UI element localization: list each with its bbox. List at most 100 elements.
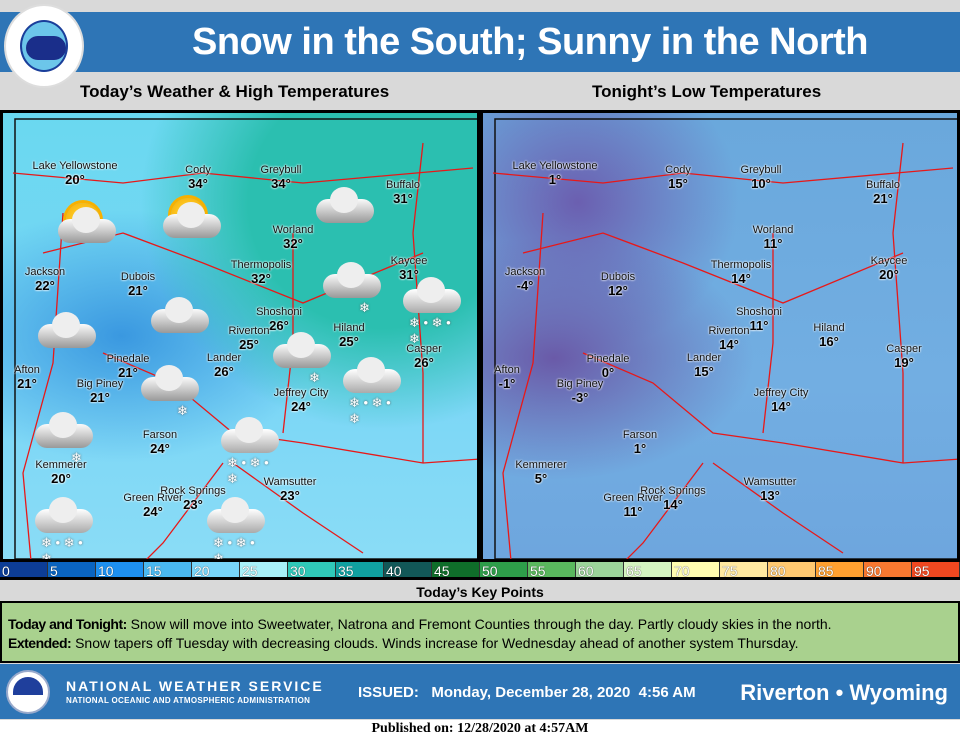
- road: [712, 462, 844, 554]
- city-temperature: Worland 32°: [273, 224, 314, 250]
- city-name: Cody: [665, 164, 691, 176]
- city-name: Worland: [752, 224, 794, 236]
- city-name: Kaycee: [870, 255, 908, 267]
- city-name: Jackson: [24, 266, 66, 278]
- temperature-value: 26°: [414, 355, 434, 370]
- temperature-value: 5°: [534, 471, 548, 486]
- city-name: Dubois: [120, 271, 156, 283]
- temperature-color-legend: 0 5 10 15 20 25 30 35 40 45 50 55 60 65 70 75 80 85 90 95: [0, 562, 960, 580]
- city-temperature: Farson 24°: [143, 429, 177, 455]
- city-temperature: Cody 15°: [665, 164, 691, 190]
- city-name: Kaycee: [390, 255, 428, 267]
- city-temperature: Jeffrey City 24°: [274, 387, 329, 413]
- right-map-title: Tonight’s Low Temperatures: [592, 82, 822, 101]
- city-name: Wamsutter: [743, 476, 797, 488]
- city-temperature: Riverton 14°: [709, 325, 750, 351]
- city-name: Riverton: [228, 325, 270, 337]
- nws-logo: [4, 4, 84, 88]
- legend-swatch: 90: [864, 562, 912, 579]
- temperature-value: 21°: [873, 191, 893, 206]
- city-temperature: Wamsutter 13°: [744, 476, 797, 502]
- snow-icon: ❄ • ❄ • ❄: [343, 353, 403, 426]
- legend-swatch: 65: [624, 562, 672, 579]
- noaa-logo: [6, 670, 50, 714]
- temperature-value: 21°: [128, 283, 148, 298]
- legend-swatch: 60: [576, 562, 624, 579]
- temperature-value: 14°: [719, 337, 739, 352]
- temperature-value: 26°: [269, 318, 289, 333]
- city-temperature: Kemmerer 5°: [515, 459, 566, 485]
- city-name: Rock Springs: [160, 485, 226, 497]
- state-border: [14, 118, 477, 559]
- temperature-value: 21°: [90, 390, 110, 405]
- legend-swatch: 50: [480, 562, 528, 579]
- light-snow-icon: ❄: [323, 258, 383, 315]
- snow-icon: ❄ • ❄ • ❄: [403, 273, 463, 346]
- city-temperature: Dubois 12°: [601, 271, 635, 297]
- city-name: Green River: [123, 492, 183, 504]
- legend-swatch: 55: [528, 562, 576, 579]
- temperature-value: -3°: [571, 390, 589, 405]
- city-temperature: Casper 19°: [886, 343, 921, 369]
- city-temperature: Lake Yellowstone 20°: [32, 160, 117, 186]
- city-name: Pinedale: [586, 353, 630, 365]
- temperature-value: 23°: [280, 488, 300, 503]
- city-temperature: Lander 26°: [207, 352, 241, 378]
- temperature-value: 0°: [601, 365, 615, 380]
- legend-swatch: 85: [816, 562, 864, 579]
- city-name: Rock Springs: [640, 485, 706, 497]
- city-name: Greybull: [260, 164, 302, 176]
- road: [232, 462, 364, 554]
- city-name: Shoshoni: [736, 306, 782, 318]
- city-temperature: Dubois 21°: [121, 271, 155, 297]
- road-network: [492, 118, 957, 559]
- legend-swatch: 45: [432, 562, 480, 579]
- snow-icon: ❄ • ❄ • ❄: [207, 493, 267, 559]
- legend-swatch: 0: [0, 562, 48, 579]
- temperature-value: 15°: [694, 364, 714, 379]
- city-name: Buffalo: [865, 179, 901, 191]
- partly-sunny-icon: [58, 203, 118, 253]
- city-name: Farson: [142, 429, 178, 441]
- city-temperature: Greybull 34°: [261, 164, 302, 190]
- temperature-value: 32°: [283, 236, 303, 251]
- cloudy-icon: [316, 183, 376, 233]
- road: [22, 212, 64, 559]
- key-point: Today and Tonight: Snow will move into S…: [8, 616, 832, 632]
- temperature-value: 23°: [183, 497, 203, 512]
- city-temperature: Green River 24°: [123, 492, 182, 518]
- temperature-value: -1°: [498, 376, 516, 391]
- road: [146, 462, 224, 559]
- city-temperature: Shoshoni 26°: [256, 306, 302, 332]
- road: [892, 142, 904, 463]
- state-border: [494, 118, 957, 559]
- temperature-value: 21°: [118, 365, 138, 380]
- city-temperature: Lake Yellowstone 1°: [512, 160, 597, 186]
- left-map-title: Today’s Weather & High Temperatures: [80, 82, 390, 101]
- temperature-value: 20°: [879, 267, 899, 282]
- legend-swatch: 40: [384, 562, 432, 579]
- city-name: Lake Yellowstone: [32, 160, 118, 172]
- temperature-value: 32°: [251, 271, 271, 286]
- temperature-value: 24°: [150, 441, 170, 456]
- city-temperature: Riverton 25°: [229, 325, 270, 351]
- city-temperature: Casper 26°: [406, 343, 441, 369]
- title-banner: [0, 12, 960, 72]
- city-name: Dubois: [600, 271, 636, 283]
- road: [492, 167, 954, 184]
- road: [12, 167, 474, 184]
- city-name: Jeffrey City: [273, 387, 329, 399]
- light-snow-icon: ❄: [273, 328, 333, 385]
- city-name: Lander: [686, 352, 722, 364]
- city-name: Lake Yellowstone: [512, 160, 598, 172]
- road: [626, 462, 704, 559]
- city-temperature: Jackson 22°: [25, 266, 65, 292]
- city-name: Wamsutter: [263, 476, 317, 488]
- city-name: Hiland: [333, 322, 365, 334]
- city-name: Cody: [185, 164, 211, 176]
- temperature-value: 11°: [749, 318, 769, 333]
- city-temperature: Thermopolis 32°: [231, 259, 292, 285]
- legend-swatch: 75: [720, 562, 768, 579]
- legend-swatch: 5: [48, 562, 96, 579]
- city-name: Afton: [494, 364, 520, 376]
